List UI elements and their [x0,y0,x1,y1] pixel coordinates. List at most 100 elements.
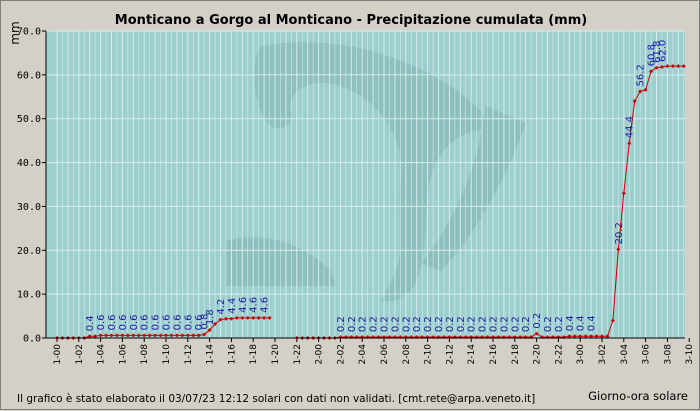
data-label: 0.6 [194,314,205,330]
data-point [158,333,163,338]
data-label: 0.4 [587,315,598,331]
data-label: 4.6 [249,297,260,313]
data-point [605,334,610,339]
data-point [534,331,539,336]
data-point [262,315,267,320]
x-tick-label: 3-08 [663,344,673,365]
data-label: 0.4 [565,315,576,331]
data-label: 60.8 [647,44,658,66]
data-label: 0.2 [532,313,543,329]
data-point [621,191,626,196]
x-tick-label: 1-00 [53,344,63,365]
data-point [649,69,654,74]
x-tick-label: 2-08 [402,344,412,365]
y-axis-ticks: 0.0 10.0 20.0 30.0 40.0 50.0 60.0 70.0 [17,27,46,345]
data-point [202,332,207,337]
data-label: 0.6 [162,314,173,330]
data-point [207,328,212,333]
x-tick-label: 1-06 [118,344,128,365]
data-label: 0.2 [369,316,380,332]
data-label: 20.2 [614,222,625,244]
data-label: 0.2 [401,316,412,332]
data-point [676,64,681,69]
data-point [600,334,604,339]
data-label: 0.6 [151,314,162,330]
series-line [57,317,270,339]
data-label: 0.6 [107,314,118,330]
x-tick-label: 1-08 [140,344,150,365]
watermark-harp-shape [254,42,491,301]
data-point [616,247,621,252]
data-label: 4.6 [260,297,271,313]
y-tick-label: 20.0 [17,246,41,257]
data-point [240,315,245,320]
x-tick-label: 2-10 [424,344,434,365]
data-labels: 0.4 0.6 0.6 0.6 0.6 0.6 0.6 0.6 0.6 0.6 0.60.81.84… [85,40,668,332]
x-tick-label: 2-12 [445,344,455,364]
data-point [267,315,272,320]
data-point [643,87,648,92]
data-label: 0.6 [129,314,140,330]
y-tick-label: 30.0 [17,202,41,213]
data-point [654,65,659,70]
data-point [213,321,218,326]
y-tick-label: 70.0 [17,27,41,38]
data-label: 0.2 [380,316,391,332]
data-point [229,316,234,321]
data-point [567,334,572,339]
x-tick-label: 2-18 [511,344,521,365]
data-point [632,99,637,104]
data-point [572,334,577,339]
data-label: 0.2 [489,316,500,332]
data-label: 56.2 [636,64,647,86]
data-label: 0.8 [200,314,211,330]
data-label: 0.4 [576,315,587,331]
data-point [681,64,686,69]
data-point [164,333,168,338]
data-label: 0.2 [336,316,347,332]
footer-note: Il grafico è stato elaborato il 03/07/23… [17,393,535,405]
data-point [256,315,261,320]
data-point [223,316,228,321]
data-point [245,315,250,320]
data-label: 4.2 [216,299,227,315]
data-point [109,333,114,338]
x-tick-label: 3-02 [598,344,608,364]
x-tick-label: 2-06 [380,344,390,365]
data-label: 0.2 [467,316,478,332]
data-label: 44.4 [625,116,636,138]
data-label: 0.2 [543,316,554,332]
data-label: 0.2 [478,316,489,332]
x-axis-ticks: 1-00 1-02 1-04 1-06 1-08 1-10 1-12 1-14 1-16 1-18… [53,338,695,364]
data-point [120,333,125,338]
x-tick-label: 3-00 [576,344,586,365]
data-label: 0.6 [183,314,194,330]
data-point [589,334,594,339]
y-tick-label: 60.0 [17,70,41,81]
data-label: 0.2 [347,316,358,332]
data-label: 0.2 [510,316,521,332]
data-label: 4.6 [238,297,249,313]
data-point [251,315,256,320]
data-point [627,141,632,146]
x-tick-label: 2-22 [554,344,564,364]
data-point [125,333,130,338]
data-point [142,333,147,338]
x-tick-label: 2-20 [533,344,543,365]
data-point [670,64,675,69]
y-tick-label: 0.0 [23,334,41,345]
x-tick-label: 2-04 [358,344,368,365]
x-tick-label: 1-14 [206,344,216,365]
data-point [638,89,643,94]
x-tick-label: 1-12 [184,344,194,364]
data-point [218,317,223,322]
y-tick-label: 10.0 [17,290,41,301]
data-label: 0.2 [456,316,467,332]
data-point [196,333,201,338]
data-point [583,334,588,339]
data-point [98,333,103,338]
data-point [578,334,583,339]
x-axis-label: Giorno-ora solare [588,389,688,403]
x-tick-label: 1-04 [97,344,107,365]
